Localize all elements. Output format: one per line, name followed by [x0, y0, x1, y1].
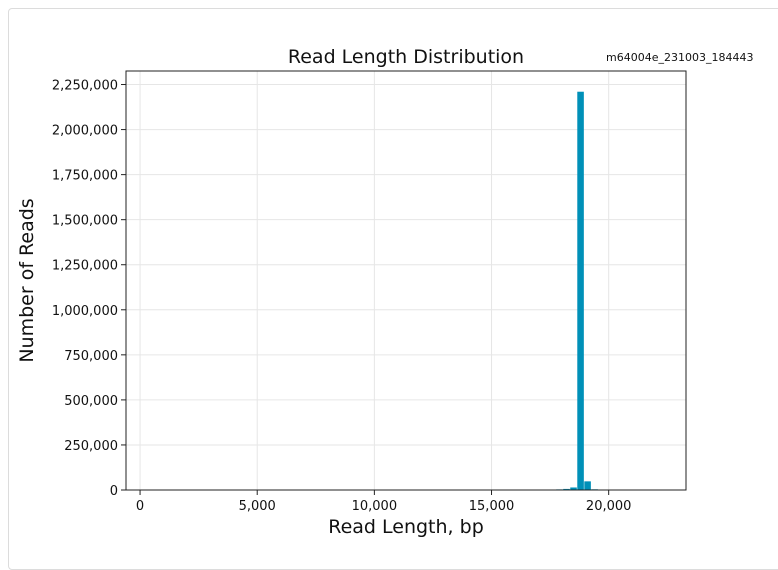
grid — [126, 71, 686, 491]
x-tick-label: 20,000 — [586, 499, 632, 514]
y-axis-title: Number of Reads — [16, 198, 38, 362]
plot-frame — [125, 70, 687, 491]
y-tick-label: 2,250,000 — [52, 79, 118, 94]
y-tick-label: 0 — [110, 484, 118, 499]
y-tick-label: 750,000 — [64, 349, 118, 364]
y-tick-label: 250,000 — [64, 439, 118, 454]
y-tick-label: 2,000,000 — [52, 124, 118, 139]
y-tick-label: 1,000,000 — [52, 304, 118, 319]
x-tick-label: 5,000 — [239, 499, 276, 514]
y-tick-label: 1,250,000 — [52, 259, 118, 274]
chart-title: Read Length Distribution — [288, 46, 524, 68]
chart-card: 0 5,000 10,000 15,000 20,000 0 250,000 500,000… — [8, 8, 778, 570]
x-ticks: 0 5,000 10,000 15,000 20,000 — [136, 490, 632, 514]
run-id-label: m64004e_231003_184443 — [606, 51, 753, 64]
histogram-bar — [577, 91, 584, 490]
x-tick-label: 10,000 — [352, 499, 398, 514]
histogram-bar — [563, 488, 570, 490]
y-tick-label: 500,000 — [64, 394, 118, 409]
x-axis-title: Read Length, bp — [328, 516, 484, 538]
x-tick-label: 0 — [136, 499, 144, 514]
y-ticks: 0 250,000 500,000 750,000 1,000,000 1,250,000… — [52, 79, 126, 499]
histogram-bar — [584, 481, 591, 490]
y-tick-label: 1,500,000 — [52, 214, 118, 229]
histogram-bar — [570, 487, 577, 490]
y-tick-label: 1,750,000 — [52, 169, 118, 184]
x-tick-label: 15,000 — [469, 499, 515, 514]
bars — [542, 91, 612, 491]
read-length-chart: 0 5,000 10,000 15,000 20,000 0 250,000 500,000… — [16, 46, 753, 538]
